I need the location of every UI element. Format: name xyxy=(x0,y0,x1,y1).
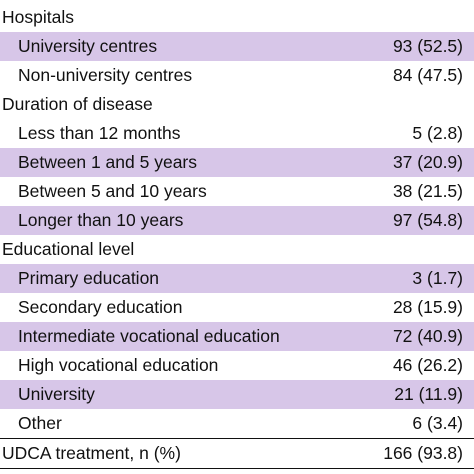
row-value: 93 (52.5) xyxy=(392,36,463,56)
row-label: Non-university centres xyxy=(18,65,193,85)
row-value: 38 (21.5) xyxy=(392,181,463,201)
table-row: Secondary education 28 (15.9) xyxy=(0,293,474,322)
section-header-education: Educational level xyxy=(0,235,474,264)
table-row: University 21 (11.9) xyxy=(0,380,474,409)
row-label: Longer than 10 years xyxy=(18,210,184,230)
row-value: 166 (93.8) xyxy=(383,443,463,463)
table-divider xyxy=(0,438,474,439)
row-label: Primary education xyxy=(18,268,160,288)
row-value: 28 (15.9) xyxy=(392,297,463,317)
row-label: University xyxy=(18,384,95,404)
row-label: Less than 12 months xyxy=(18,123,181,143)
row-value: 97 (54.8) xyxy=(392,210,463,230)
row-label: High vocational education xyxy=(18,355,219,375)
table-row: Less than 12 months 5 (2.8) xyxy=(0,119,474,148)
row-label: Intermediate vocational education xyxy=(18,326,280,346)
table-row: Non-university centres 84 (47.5) xyxy=(0,61,474,90)
row-label: Hospitals xyxy=(2,7,74,27)
section-header-udca: UDCA treatment, n (%) 166 (93.8) xyxy=(0,439,474,468)
table-row: University centres 93 (52.5) xyxy=(0,32,474,61)
table-row: Between 1 and 5 years 37 (20.9) xyxy=(0,148,474,177)
table-row: High vocational education 46 (26.2) xyxy=(0,351,474,380)
row-value: 21 (11.9) xyxy=(394,384,463,404)
row-label: University centres xyxy=(18,36,158,56)
row-value: 84 (47.5) xyxy=(392,65,463,85)
row-value: 46 (26.2) xyxy=(392,355,463,375)
row-value: 6 (3.4) xyxy=(412,413,463,433)
table-row: Intermediate vocational education 72 (40… xyxy=(0,322,474,351)
section-header-duration: Duration of disease xyxy=(0,90,474,119)
row-label: Educational level xyxy=(2,239,135,259)
table-row: Between 5 and 10 years 38 (21.5) xyxy=(0,177,474,206)
row-label: Duration of disease xyxy=(2,94,153,114)
row-label: Between 1 and 5 years xyxy=(18,152,198,172)
row-label: Other xyxy=(18,413,62,433)
table-row: Longer than 10 years 97 (54.8) xyxy=(0,206,474,235)
table-row: Primary education 3 (1.7) xyxy=(0,264,474,293)
table-row: Other 6 (3.4) xyxy=(0,409,474,438)
section-header-hospitals: Hospitals xyxy=(0,3,474,32)
table-bottom-rule xyxy=(0,468,474,469)
row-value: 3 (1.7) xyxy=(412,268,463,288)
row-label: Between 5 and 10 years xyxy=(18,181,207,201)
row-value: 5 (2.8) xyxy=(412,123,463,143)
row-label: Secondary education xyxy=(18,297,183,317)
row-value: 37 (20.9) xyxy=(392,152,463,172)
row-value: 72 (40.9) xyxy=(392,326,463,346)
row-label: UDCA treatment, n (%) xyxy=(2,443,181,463)
